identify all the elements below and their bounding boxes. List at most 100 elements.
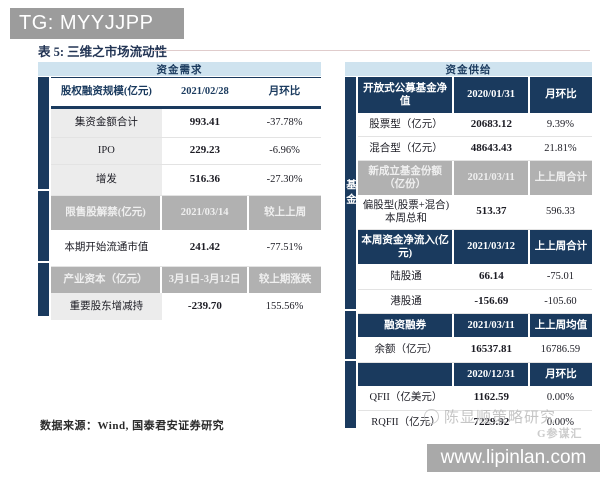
table-row: 本期开始流通市值 241.42 -77.51% bbox=[51, 230, 321, 267]
row-label: QFII（亿美元） bbox=[369, 392, 443, 404]
section-date: 2021/03/11 bbox=[454, 314, 528, 337]
section-header-row: 2020/12/31 月环比 bbox=[358, 363, 592, 386]
section-header-row: 开放式公募基金净值 2020/01/31 月环比 bbox=[358, 77, 592, 113]
table-row: 集资金额合计 993.41 -37.78% bbox=[51, 109, 321, 138]
supply-panel-title: 资金供给 bbox=[345, 62, 592, 76]
wechat-icon bbox=[424, 409, 439, 424]
section-label bbox=[358, 363, 453, 386]
section-label: 新成立基金份额（亿份） bbox=[358, 161, 453, 195]
table-row: 余额（亿元） 16537.81 16786.59 bbox=[358, 337, 592, 363]
row-label: 偏股型(股票+混合)本周总和 bbox=[362, 199, 450, 224]
section-date: 2021/03/14 bbox=[162, 196, 248, 230]
row-value: 7229.92 bbox=[473, 416, 510, 429]
section-ref: 月环比 bbox=[529, 363, 592, 386]
section-label: 限售股解禁(亿元) bbox=[51, 196, 161, 230]
section-date: 2020/12/31 bbox=[454, 363, 528, 386]
table-row: 港股通 -156.69 -105.60 bbox=[358, 290, 592, 314]
row-value: 241.42 bbox=[189, 241, 221, 254]
section-date: 2020/01/31 bbox=[454, 77, 528, 113]
section-label: 产业资本（亿元） bbox=[51, 267, 161, 293]
table-header-row: 股权融资规模(亿元) 2021/02/28 月环比 bbox=[51, 77, 321, 109]
table-row: IPO 229.23 -6.96% bbox=[51, 138, 321, 165]
section-ref: 上上周均值 bbox=[529, 314, 592, 337]
section-ref: 月环比 bbox=[529, 77, 592, 113]
row-change: 21.81% bbox=[544, 142, 577, 154]
side-bar-segment bbox=[38, 191, 49, 261]
table-row: 增发 516.36 -27.30% bbox=[51, 165, 321, 196]
demand-panel-title: 资金需求 bbox=[38, 62, 321, 76]
source-note: 数据来源：Wind, 国泰君安证券研究 bbox=[40, 420, 225, 432]
demand-side-bar bbox=[38, 77, 49, 320]
row-label: 本期开始流通市值 bbox=[64, 242, 149, 254]
row-change: -75.01 bbox=[546, 270, 574, 282]
table-row: 重要股东增减持 -239.70 155.56% bbox=[51, 293, 321, 320]
section-header-row: 新成立基金份额（亿份） 2021/03/11 上上周合计 bbox=[358, 161, 592, 195]
row-value: 66.14 bbox=[479, 269, 504, 282]
row-value: -239.70 bbox=[187, 299, 222, 312]
row-label: 股票型（亿元） bbox=[369, 118, 443, 130]
row-change: -105.60 bbox=[544, 295, 577, 307]
row-change: -77.51% bbox=[266, 242, 303, 254]
row-value: 513.37 bbox=[476, 205, 507, 218]
supply-table: 开放式公募基金净值 2020/01/31 月环比 股票型（亿元） 20683.1… bbox=[358, 77, 592, 435]
column-header: 2021/02/28 bbox=[180, 86, 229, 98]
column-header: 月环比 bbox=[268, 86, 301, 98]
side-bar-segment bbox=[345, 361, 356, 428]
table-row: 偏股型(股票+混合)本周总和 513.37 596.33 bbox=[358, 195, 592, 230]
section-ref: 上上周合计 bbox=[529, 161, 592, 195]
section-date: 2021/03/12 bbox=[454, 230, 528, 264]
section-ref: 上上周合计 bbox=[529, 230, 592, 264]
table-row: RQFII（亿元） 7229.92 0.00% bbox=[358, 411, 592, 435]
fund-side-label: 基金 bbox=[345, 178, 356, 208]
row-change: 9.39% bbox=[546, 118, 574, 130]
section-date: 2021/03/11 bbox=[454, 161, 528, 195]
table-row: QFII（亿美元） 1162.59 0.00% bbox=[358, 386, 592, 411]
section-ref: 较上期涨跌 bbox=[249, 267, 321, 293]
table-caption: 表 5: 三维之市场流动性 bbox=[38, 45, 168, 59]
section-header-row: 产业资本（亿元） 3月1日-3月12日 较上期涨跌 bbox=[51, 267, 321, 293]
section-ref: 较上上周 bbox=[249, 196, 321, 230]
row-label: 陆股通 bbox=[390, 270, 422, 282]
supply-side-bar: 基金 bbox=[345, 77, 356, 435]
row-change: 596.33 bbox=[545, 206, 575, 218]
side-bar-segment bbox=[38, 263, 49, 316]
row-value: 516.36 bbox=[189, 173, 221, 186]
row-label: IPO bbox=[51, 138, 162, 164]
section-header-row: 限售股解禁(亿元) 2021/03/14 较上上周 bbox=[51, 196, 321, 230]
website-badge: www.lipinlan.com bbox=[427, 444, 600, 472]
supply-panel: 资金供给 基金 开放式公募基金净值 2020/01/31 月环比 股票型（亿元）… bbox=[345, 62, 592, 435]
watermark: 陈显顺策略研究 bbox=[424, 406, 556, 427]
row-change: 0.00% bbox=[546, 417, 574, 429]
row-value: 993.41 bbox=[189, 116, 221, 129]
row-label: 余额（亿元） bbox=[374, 343, 438, 355]
tg-badge: TG: MYYJJPP bbox=[10, 8, 184, 39]
table-row: 股票型（亿元） 20683.12 9.39% bbox=[358, 113, 592, 137]
row-value: 20683.12 bbox=[470, 117, 512, 130]
row-value: 48643.43 bbox=[470, 141, 512, 154]
row-label: 重要股东增减持 bbox=[51, 293, 162, 320]
row-label: 混合型（亿元） bbox=[369, 142, 443, 154]
row-label: RQFII（亿元） bbox=[371, 417, 441, 429]
section-header-row: 融资融券 2021/03/11 上上周均值 bbox=[358, 314, 592, 337]
column-header: 股权融资规模(亿元) bbox=[60, 86, 152, 98]
row-label: 增发 bbox=[51, 165, 162, 195]
side-bar-segment bbox=[38, 77, 49, 189]
row-value: 229.23 bbox=[189, 144, 221, 157]
section-label: 融资融券 bbox=[358, 314, 453, 337]
table-row: 陆股通 66.14 -75.01 bbox=[358, 264, 592, 290]
demand-panel: 资金需求 股权融资规模(亿元) 2021/02/28 月环比 集资金额合计 99… bbox=[38, 62, 321, 320]
row-change: -6.96% bbox=[269, 145, 300, 157]
section-label: 本周资金净流入(亿元) bbox=[358, 230, 453, 264]
row-value: -156.69 bbox=[474, 294, 509, 307]
row-change: 155.56% bbox=[265, 300, 304, 312]
section-label: 开放式公募基金净值 bbox=[358, 77, 453, 113]
row-change: -27.30% bbox=[266, 174, 303, 186]
watermark-logo: G参谋汇 bbox=[537, 428, 583, 440]
row-value: 16537.81 bbox=[470, 342, 512, 355]
demand-table: 股权融资规模(亿元) 2021/02/28 月环比 集资金额合计 993.41 … bbox=[51, 77, 321, 320]
side-bar-segment bbox=[345, 311, 356, 359]
watermark-text: 陈显顺策略研究 bbox=[444, 410, 557, 426]
section-header-row: 本周资金净流入(亿元) 2021/03/12 上上周合计 bbox=[358, 230, 592, 264]
row-value: 1162.59 bbox=[473, 391, 509, 404]
row-change: 0.00% bbox=[546, 392, 574, 404]
